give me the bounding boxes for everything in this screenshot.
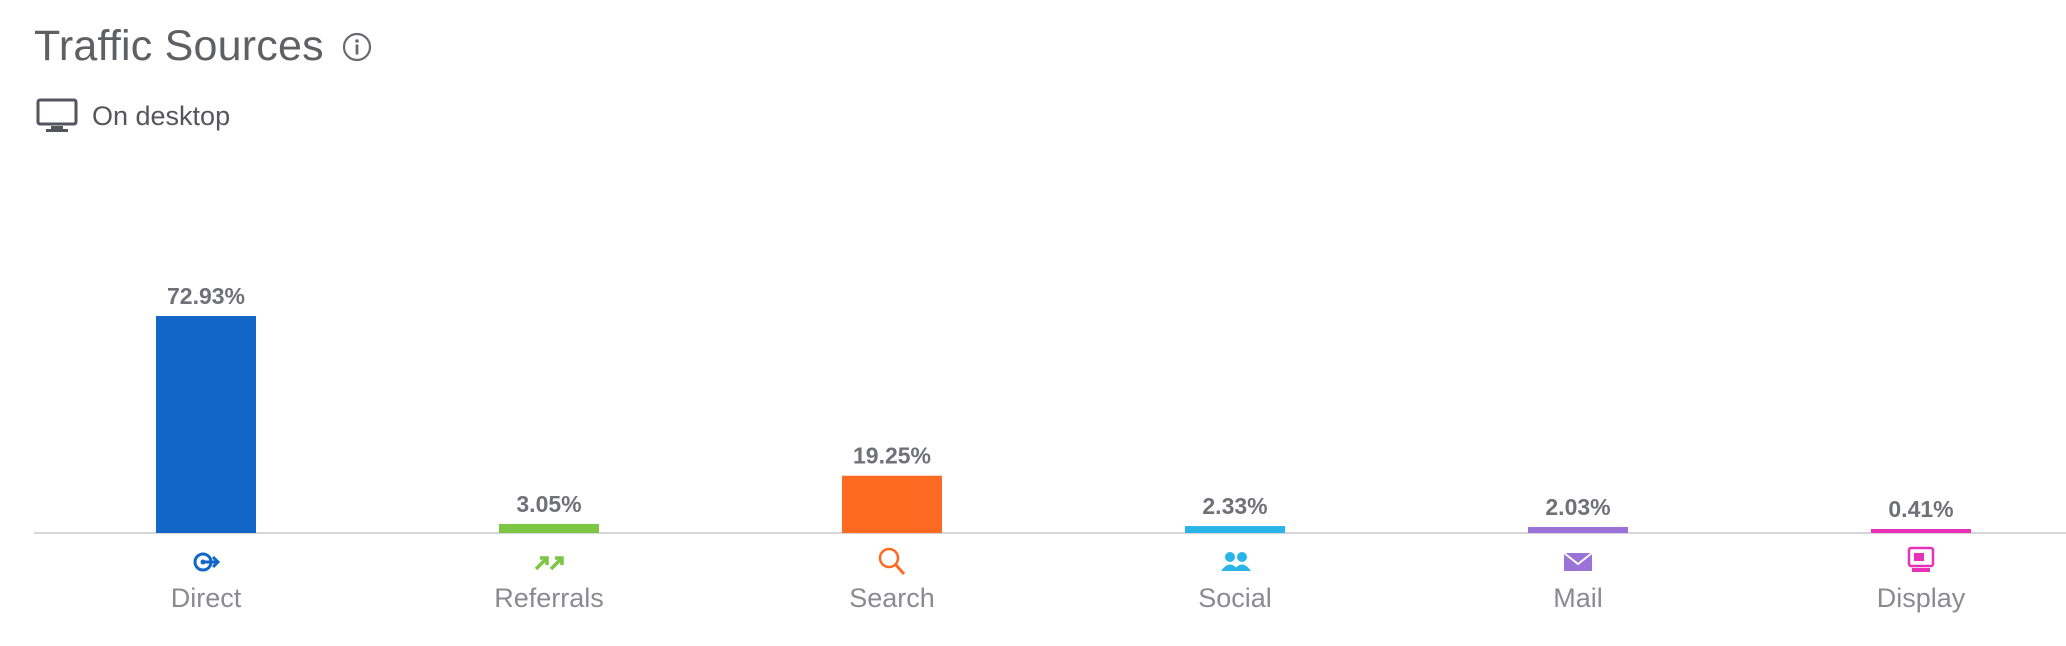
direct-icon xyxy=(193,552,221,572)
search-icon xyxy=(878,547,906,575)
device-filter: On desktop xyxy=(36,98,230,134)
widget-title: Traffic Sources xyxy=(34,22,324,70)
info-icon[interactable] xyxy=(342,32,372,62)
value-label-display: 0.41% xyxy=(1888,496,1953,522)
bar-search[interactable] xyxy=(842,475,942,533)
display-icon xyxy=(1907,546,1935,572)
category-label-social: Social xyxy=(1198,583,1272,613)
value-label-direct: 72.93% xyxy=(167,283,245,309)
value-label-referrals: 3.05% xyxy=(516,491,581,517)
value-label-social: 2.33% xyxy=(1202,493,1267,519)
category-label-direct: Direct xyxy=(171,583,242,613)
social-icon xyxy=(1221,552,1251,571)
category-label-referrals: Referrals xyxy=(494,583,604,613)
bar-direct[interactable] xyxy=(156,316,256,533)
mail-icon xyxy=(1563,552,1593,571)
bar-social[interactable] xyxy=(1185,526,1285,533)
value-label-search: 19.25% xyxy=(853,443,931,469)
category-label-search: Search xyxy=(849,583,935,613)
device-label: On desktop xyxy=(92,100,231,131)
bar-referrals[interactable] xyxy=(499,523,599,533)
bar-mail[interactable] xyxy=(1528,526,1628,533)
category-label-display: Display xyxy=(1877,583,1966,613)
value-label-mail: 2.03% xyxy=(1545,494,1610,520)
desktop-icon xyxy=(36,98,78,134)
referrals-icon xyxy=(534,556,564,571)
bar-display[interactable] xyxy=(1871,529,1971,533)
widget-header: Traffic Sources xyxy=(34,22,372,71)
category-label-mail: Mail xyxy=(1553,583,1603,613)
